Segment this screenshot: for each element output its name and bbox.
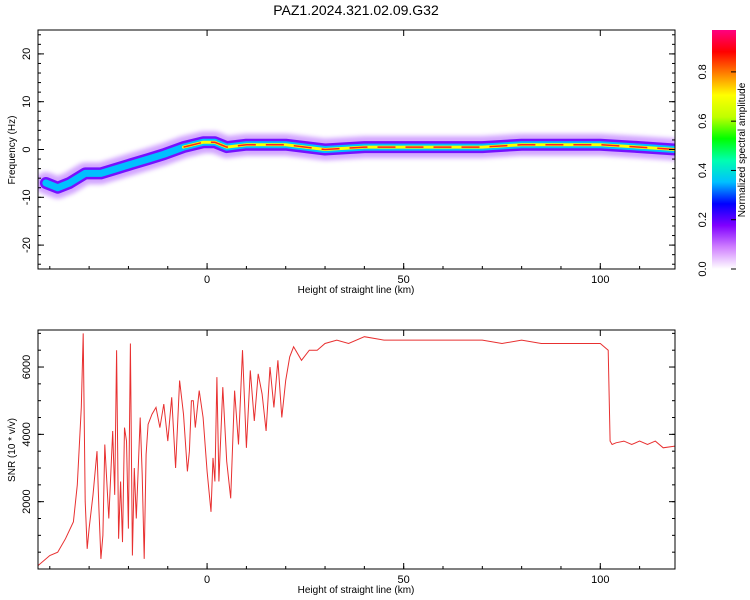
colorbar-tick-label: 0.8 — [697, 64, 709, 79]
snr-panel: 0 50 100 2000 4000 6000 Height of straight li… — [7, 329, 676, 596]
snr-y-axis-label: SNR (10 * v/v) — [7, 418, 18, 482]
colorbar-tick-label: 0.2 — [697, 212, 709, 227]
spectrogram-x-tick-label: 0 — [204, 274, 210, 286]
colorbar-tick-label: 0.6 — [697, 114, 709, 129]
spectrogram-y-tick-label: 0 — [21, 146, 33, 152]
spectrogram-y-tick-label: -10 — [21, 189, 33, 205]
snr-y-tick-label: 2000 — [21, 489, 33, 513]
spectrogram-ticks: 0 50 100 -20 -10 0 10 20 — [21, 30, 675, 286]
snr-frame — [37, 329, 676, 570]
snr-series-line — [38, 333, 675, 566]
chart-title: PAZ1.2024.321.02.09.G32 — [273, 2, 439, 18]
spectrogram-heatmap — [38, 131, 675, 199]
snr-x-tick-label: 0 — [204, 574, 210, 586]
spectrogram-x-tick-label: 100 — [591, 274, 609, 286]
snr-x-axis-label: Height of straight line (km) — [298, 585, 415, 596]
colorbar-ticks: 0.0 0.2 0.4 0.6 0.8 — [697, 64, 736, 277]
snr-y-tick-label: 6000 — [21, 355, 33, 379]
snr-x-tick-label: 50 — [398, 574, 410, 586]
spectrogram-panel: 0 50 100 -20 -10 0 10 20 Height of straight lin… — [7, 29, 676, 296]
spectrogram-x-tick-label: 50 — [398, 274, 410, 286]
colorbar-label: Normalized spectral amplitude — [737, 82, 748, 217]
snr-x-tick-label: 100 — [591, 574, 609, 586]
spectrogram-x-axis-label: Height of straight line (km) — [298, 285, 415, 296]
colorbar-tick-label: 0.0 — [697, 261, 709, 276]
snr-ticks: 0 50 100 2000 4000 6000 — [21, 330, 675, 586]
colorbar: 0.0 0.2 0.4 0.6 0.8 Normalized spectral ampl… — [697, 30, 748, 277]
spectrogram-y-tick-label: 10 — [21, 96, 33, 108]
spectrogram-y-tick-label: -20 — [21, 237, 33, 253]
colorbar-tick-label: 0.4 — [697, 163, 709, 178]
colorbar-scale — [712, 30, 736, 269]
snr-y-tick-label: 4000 — [21, 422, 33, 446]
spectrogram-y-tick-label: 20 — [21, 48, 33, 60]
spectrogram-band-peak — [183, 141, 675, 151]
spectrogram-y-axis-label: Frequency (Hz) — [7, 116, 18, 185]
